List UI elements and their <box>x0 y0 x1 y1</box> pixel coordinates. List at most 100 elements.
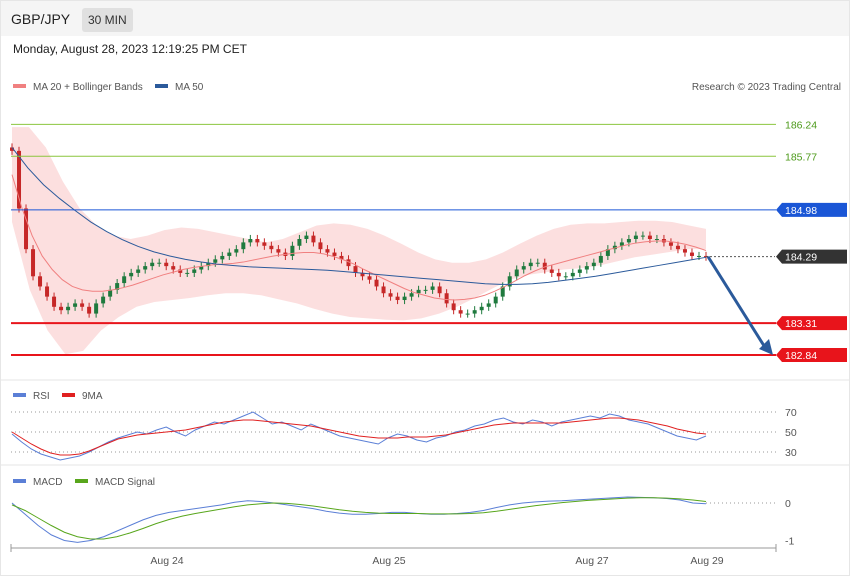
candle-up <box>248 239 253 243</box>
chart-header: GBP/JPY 30 MIN <box>1 1 849 36</box>
rsi-tick-label: 30 <box>785 447 797 459</box>
ma50-line <box>11 147 707 285</box>
candle-down <box>689 252 694 256</box>
candle-up <box>577 269 582 273</box>
candle-up <box>514 269 519 277</box>
candle-down <box>549 269 554 273</box>
macd-tick-label: 0 <box>785 498 791 510</box>
candle-down <box>59 306 64 311</box>
candle-down <box>360 272 365 277</box>
macd-legend-swatch <box>13 479 26 483</box>
candle-up <box>500 286 505 297</box>
current-level-label: 184.29 <box>785 252 817 264</box>
candle-up <box>304 235 309 239</box>
ma20-legend-swatch <box>13 84 26 88</box>
support-level-tag <box>776 316 847 331</box>
rsi-line <box>11 411 707 461</box>
candle-up <box>115 283 120 290</box>
candle-down <box>451 303 456 311</box>
candle-down <box>458 310 463 314</box>
candle-up <box>206 262 211 267</box>
candle-down <box>556 272 561 277</box>
rsi-ma-legend-swatch <box>62 393 75 397</box>
resistance-level-label: 186.24 <box>785 119 817 131</box>
candle-up <box>185 272 190 274</box>
candle-down <box>675 245 680 250</box>
candle-down <box>318 242 323 250</box>
rsi-legend-label: RSI <box>33 391 50 402</box>
candle-down <box>444 293 449 304</box>
candle-up <box>696 255 701 257</box>
candle-up <box>619 242 624 246</box>
chart-datetime: Monday, August 28, 2023 12:19:25 PM CET <box>13 42 247 56</box>
rsi-tick-label: 50 <box>785 427 797 439</box>
x-tick-label: Aug 25 <box>372 555 405 567</box>
candle-down <box>52 296 57 307</box>
candle-up <box>521 266 526 270</box>
candle-up <box>122 276 127 284</box>
candle-down <box>24 208 29 250</box>
candle-up <box>234 249 239 253</box>
candle-up <box>199 266 204 270</box>
candle-up <box>654 239 659 240</box>
candle-up <box>297 239 302 246</box>
candle-down <box>10 147 14 151</box>
candle-up <box>108 289 113 297</box>
candle-up <box>157 262 162 264</box>
macd-line <box>11 496 707 543</box>
support-level-label: 182.84 <box>785 350 817 362</box>
candle-up <box>66 306 71 311</box>
candle-up <box>416 289 421 294</box>
macd-signal-line <box>11 497 707 540</box>
candle-up <box>535 262 540 264</box>
candle-up <box>290 245 295 256</box>
rsi-legend-swatch <box>13 393 26 397</box>
candle-up <box>486 303 491 307</box>
candle-down <box>171 266 176 270</box>
timeframe-button[interactable]: 30 MIN <box>82 8 133 32</box>
candle-down <box>346 259 351 267</box>
pivot-level-tag <box>776 202 847 217</box>
macd-signal-legend-swatch <box>75 479 88 483</box>
candle-up <box>423 289 428 291</box>
candle-up <box>192 269 197 273</box>
macd-panel: 0 -1 <box>11 496 794 548</box>
candle-down <box>374 279 379 287</box>
candle-up <box>73 303 78 307</box>
copyright-label: Research © 2023 Trading Central <box>692 82 841 93</box>
candle-down <box>164 262 169 267</box>
candle-up <box>136 269 141 273</box>
candle-up <box>640 235 645 237</box>
candle-down <box>276 249 281 253</box>
candle-down <box>45 286 50 297</box>
candle-up <box>626 239 631 243</box>
candle-down <box>395 296 400 301</box>
candle-up <box>633 235 638 239</box>
candle-down <box>381 286 386 294</box>
ma50-legend-label: MA 50 <box>175 82 204 93</box>
candle-up <box>584 266 589 270</box>
candle-down <box>262 242 267 246</box>
current-level-tag <box>776 249 847 264</box>
candle-up <box>143 266 148 270</box>
candle-up <box>101 296 106 304</box>
candle-up <box>241 242 246 250</box>
candle-down <box>682 249 687 253</box>
candle-up <box>598 255 603 263</box>
support-level-tag <box>776 347 847 362</box>
support-level-label: 183.31 <box>785 318 817 330</box>
ma50-legend-swatch <box>155 84 168 88</box>
candle-up <box>605 249 610 256</box>
forecast-arrow <box>706 255 768 350</box>
candle-down <box>668 242 673 246</box>
candle-down <box>311 235 316 243</box>
candle-up <box>94 303 99 314</box>
candle-up <box>528 262 533 267</box>
candle-down <box>332 252 337 256</box>
candle-up <box>465 313 470 315</box>
candle-up <box>493 296 498 304</box>
x-axis: Aug 24 Aug 25 Aug 27 Aug 29 <box>10 544 777 567</box>
candle-down <box>339 255 344 260</box>
candle-up <box>507 276 512 287</box>
